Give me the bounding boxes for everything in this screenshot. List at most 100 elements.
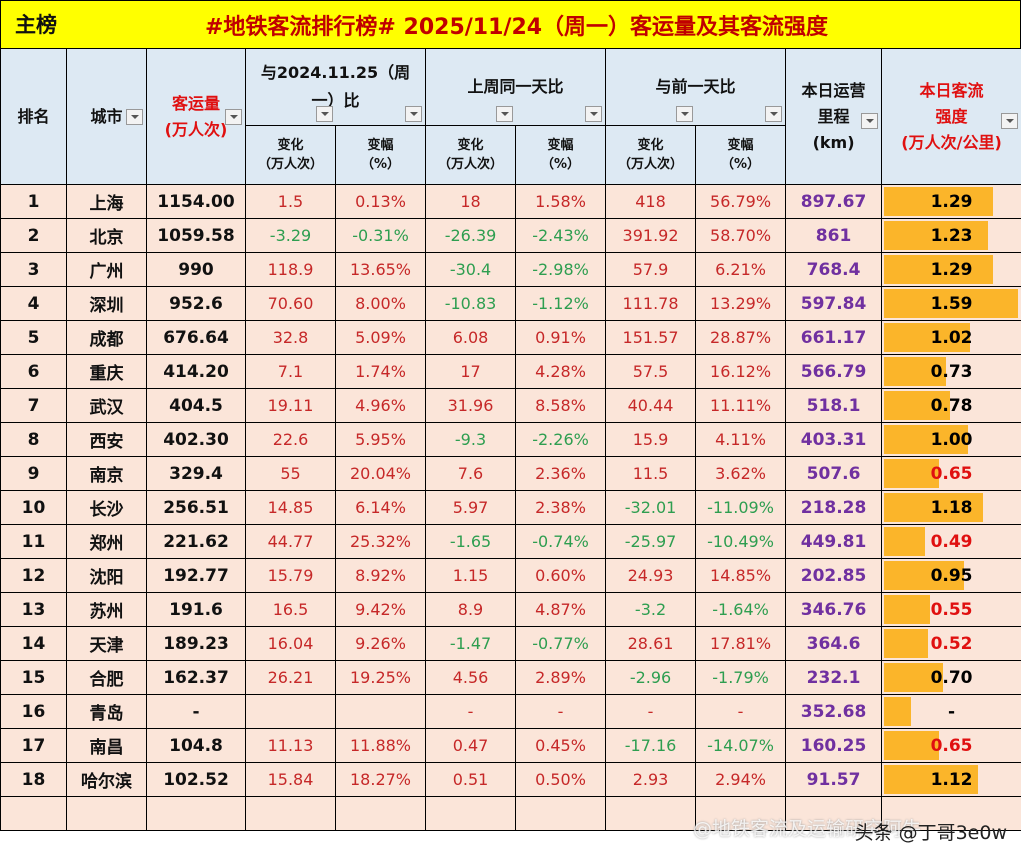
filter-dropdown-icon[interactable] bbox=[405, 106, 423, 122]
cell-intensity: 0.52 bbox=[881, 626, 1021, 661]
cell-wow-change: 8.9 bbox=[425, 592, 517, 627]
filter-dropdown-icon[interactable] bbox=[495, 106, 513, 122]
table-row: 10 长沙 256.51 14.85 6.14% 5.97 2.38% -32.01 -11.0… bbox=[0, 490, 1021, 525]
cell-yoy-change: 7.1 bbox=[245, 354, 336, 389]
cell-dod-pct: - bbox=[695, 694, 787, 729]
cell-km: 352.68 bbox=[785, 694, 883, 729]
intensity-bar bbox=[884, 289, 1019, 318]
empty-cell bbox=[146, 796, 246, 831]
header-rank: 排名 bbox=[0, 48, 67, 185]
cell-yoy-change: 16.5 bbox=[245, 592, 336, 627]
intensity-bar bbox=[884, 629, 928, 658]
cell-intensity: 1.29 bbox=[881, 252, 1021, 287]
intensity-value: 0.65 bbox=[930, 735, 973, 756]
intensity-bar bbox=[884, 765, 979, 794]
intensity-bar bbox=[884, 187, 993, 216]
weibo-watermark: @地铁客流及运输研究阿牛 bbox=[693, 818, 922, 840]
cell-km: 91.57 bbox=[785, 762, 883, 797]
cell-wow-pct: -0.74% bbox=[515, 524, 607, 559]
cell-dod-pct: 58.70% bbox=[695, 218, 787, 253]
cell-intensity: 0.49 bbox=[881, 524, 1021, 559]
cell-yoy-pct: 8.92% bbox=[334, 558, 427, 593]
main-list-label: 主榜 bbox=[15, 13, 57, 37]
cell-yoy-pct: 0.13% bbox=[334, 184, 427, 219]
intensity-value: 1.23 bbox=[930, 225, 973, 246]
cell-yoy-pct: 1.74% bbox=[334, 354, 427, 389]
cell-wow-change: 6.08 bbox=[425, 320, 517, 355]
cell-intensity: 0.55 bbox=[881, 592, 1021, 627]
intensity-value: 1.18 bbox=[930, 497, 973, 518]
cell-wow-pct: 1.58% bbox=[515, 184, 607, 219]
cell-intensity: 1.18 bbox=[881, 490, 1021, 525]
cell-city: 武汉 bbox=[66, 388, 147, 423]
intensity-value: - bbox=[948, 701, 956, 722]
cell-yoy-pct: 5.95% bbox=[334, 422, 427, 457]
filter-dropdown-icon[interactable] bbox=[585, 106, 603, 122]
cell-rank: 7 bbox=[0, 388, 67, 423]
cell-volume: 1059.58 bbox=[146, 218, 246, 253]
cell-rank: 1 bbox=[0, 184, 67, 219]
empty-cell bbox=[0, 796, 67, 831]
cell-rank: 11 bbox=[0, 524, 67, 559]
cell-wow-pct: 4.87% bbox=[515, 592, 607, 627]
cell-wow-change: 18 bbox=[425, 184, 517, 219]
cell-volume: - bbox=[146, 694, 246, 729]
cell-city: 广州 bbox=[66, 252, 147, 287]
subheader-yoy-change: 变化 （万人次） bbox=[245, 125, 336, 185]
cell-volume: 256.51 bbox=[146, 490, 246, 525]
filter-dropdown-icon[interactable] bbox=[126, 109, 143, 125]
empty-cell bbox=[425, 796, 517, 831]
cell-wow-change: 1.15 bbox=[425, 558, 517, 593]
cell-dod-pct: 13.29% bbox=[695, 286, 787, 321]
filter-dropdown-icon[interactable] bbox=[675, 106, 693, 122]
cell-wow-change: 0.51 bbox=[425, 762, 517, 797]
cell-yoy-change: 32.8 bbox=[245, 320, 336, 355]
cell-wow-pct: 4.28% bbox=[515, 354, 607, 389]
intensity-value: 1.00 bbox=[930, 429, 973, 450]
cell-yoy-change: 22.6 bbox=[245, 422, 336, 457]
intensity-bar bbox=[884, 221, 988, 250]
cell-wow-pct: 8.58% bbox=[515, 388, 607, 423]
intensity-bar bbox=[884, 663, 944, 692]
cell-dod-change: 151.57 bbox=[605, 320, 697, 355]
cell-wow-pct: -0.77% bbox=[515, 626, 607, 661]
cell-wow-pct: - bbox=[515, 694, 607, 729]
cell-intensity: 1.23 bbox=[881, 218, 1021, 253]
cell-km: 364.6 bbox=[785, 626, 883, 661]
cell-dod-change: 24.93 bbox=[605, 558, 697, 593]
cell-dod-change: 28.61 bbox=[605, 626, 697, 661]
cell-yoy-change: 15.84 bbox=[245, 762, 336, 797]
ranking-table: 排名 城市 客运量 (万人次) 与2024.11.25（周一）比 上周同一天比 与… bbox=[0, 48, 1021, 831]
table-row: 9 南京 329.4 55 20.04% 7.6 2.36% 11.5 3.62% 507.6 0.… bbox=[0, 456, 1021, 491]
intensity-bar bbox=[884, 255, 993, 284]
cell-dod-pct: 3.62% bbox=[695, 456, 787, 491]
toutiao-watermark: 头条 @丁哥3e0w bbox=[854, 822, 1007, 844]
subheader-wow-pct: 变幅 （%） bbox=[515, 125, 607, 185]
cell-dod-change: 391.92 bbox=[605, 218, 697, 253]
table-row: 11 郑州 221.62 44.77 25.32% -1.65 -0.74% -25.97 -1… bbox=[0, 524, 1021, 559]
filter-dropdown-icon[interactable] bbox=[315, 106, 333, 122]
intensity-value: 0.49 bbox=[930, 531, 973, 552]
cell-rank: 9 bbox=[0, 456, 67, 491]
filter-dropdown-icon[interactable] bbox=[225, 109, 242, 125]
cell-intensity: 1.12 bbox=[881, 762, 1021, 797]
intensity-bar bbox=[884, 391, 950, 420]
cell-wow-change: -10.83 bbox=[425, 286, 517, 321]
cell-intensity: 0.73 bbox=[881, 354, 1021, 389]
filter-dropdown-icon[interactable] bbox=[1001, 113, 1019, 129]
empty-cell bbox=[245, 796, 336, 831]
cell-wow-pct: -2.98% bbox=[515, 252, 607, 287]
cell-wow-change: -1.47 bbox=[425, 626, 517, 661]
filter-dropdown-icon[interactable] bbox=[765, 106, 783, 122]
cell-intensity: - bbox=[881, 694, 1021, 729]
page-title: #地铁客流排行榜# 2025/11/24（周一）客运量及其客流强度 bbox=[205, 15, 829, 40]
cell-intensity: 1.00 bbox=[881, 422, 1021, 457]
cell-rank: 6 bbox=[0, 354, 67, 389]
subheader-yoy-pct: 变幅 （%） bbox=[334, 125, 427, 185]
cell-volume: 162.37 bbox=[146, 660, 246, 695]
cell-yoy-change: 16.04 bbox=[245, 626, 336, 661]
empty-cell bbox=[515, 796, 607, 831]
cell-wow-change: -9.3 bbox=[425, 422, 517, 457]
filter-dropdown-icon[interactable] bbox=[861, 113, 879, 129]
cell-km: 597.84 bbox=[785, 286, 883, 321]
